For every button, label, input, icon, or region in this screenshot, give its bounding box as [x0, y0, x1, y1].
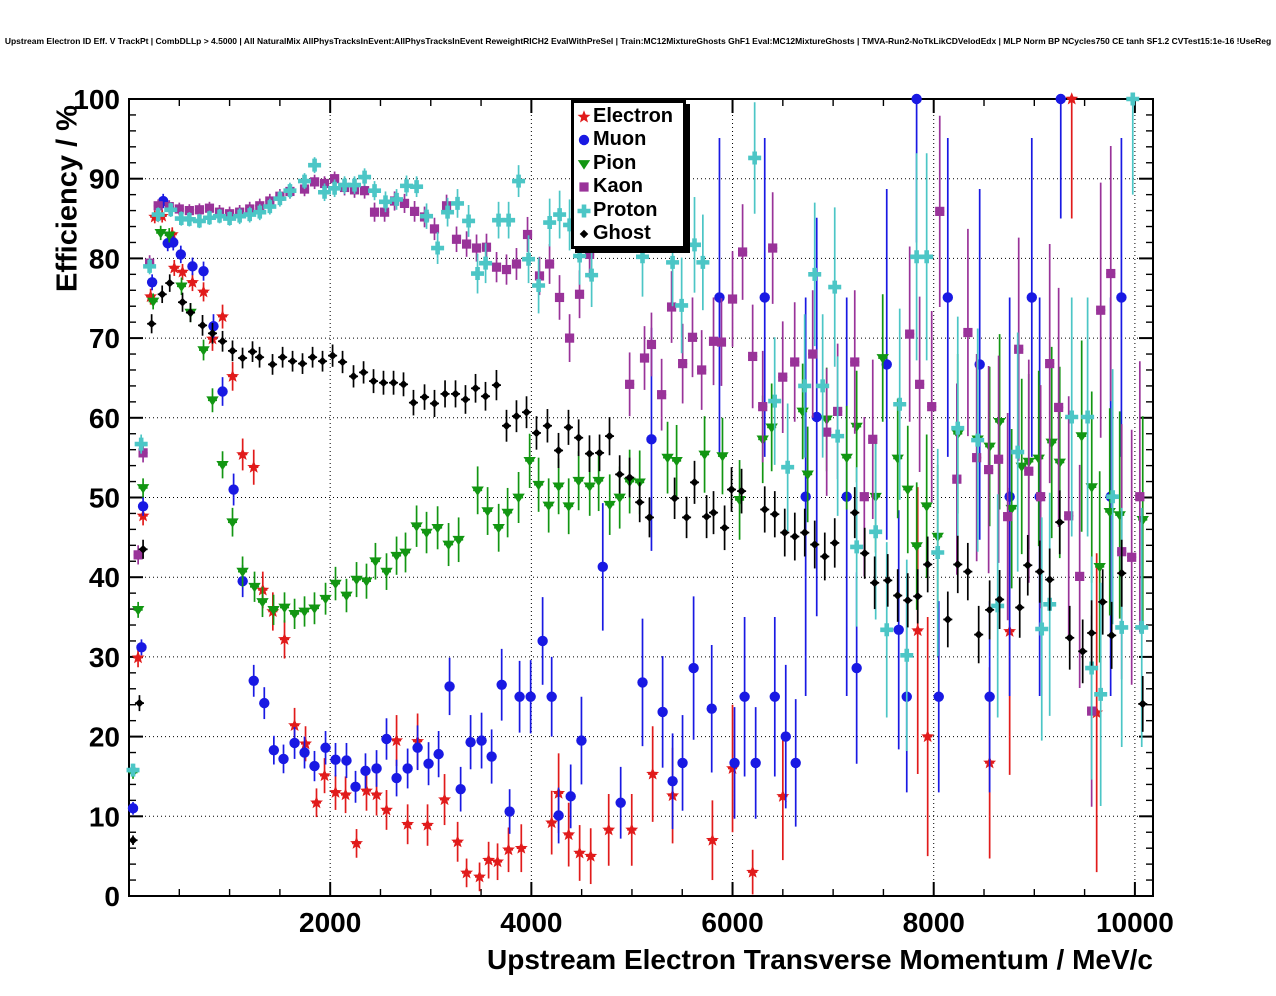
page-title: Upstream Electron ID Eff. V TrackPt | Co… [4, 36, 1272, 46]
legend-item-pion: Pion [577, 151, 683, 174]
svg-text:4000: 4000 [500, 907, 562, 938]
svg-text:8000: 8000 [903, 907, 965, 938]
svg-text:60: 60 [89, 403, 120, 434]
svg-text:70: 70 [89, 323, 120, 354]
legend-item-electron: Electron [577, 104, 683, 127]
legend-item-proton: Proton [577, 198, 683, 221]
svg-text:40: 40 [89, 562, 120, 593]
legend-label: Muon [593, 128, 647, 151]
legend-label: Kaon [593, 175, 643, 198]
svg-text:80: 80 [89, 243, 120, 274]
svg-text:10: 10 [89, 801, 120, 832]
x-axis-title: Upstream Electron Transverse Momentum / … [487, 944, 1153, 975]
svg-text:100: 100 [73, 84, 120, 115]
svg-text:6000: 6000 [701, 907, 763, 938]
svg-text:30: 30 [89, 642, 120, 673]
legend-box: Electron Muon Pion Kaon Proton Ghost [571, 100, 686, 249]
svg-text:10000: 10000 [1096, 907, 1174, 938]
legend-item-muon: Muon [577, 128, 683, 151]
svg-text:50: 50 [89, 483, 120, 514]
svg-text:20: 20 [89, 722, 120, 753]
legend-label: Proton [593, 198, 658, 221]
legend-label: Electron [593, 104, 674, 127]
ghost-marker-icon [579, 229, 589, 239]
y-axis-title: Efficiency / % [51, 105, 84, 292]
svg-text:0: 0 [104, 881, 120, 912]
legend-item-ghost: Ghost [577, 222, 683, 245]
svg-text:2000: 2000 [299, 907, 361, 938]
kaon-marker-icon [579, 182, 589, 192]
muon-marker-icon [578, 135, 590, 146]
pion-marker-icon [577, 159, 591, 170]
legend-label: Pion [593, 151, 637, 174]
legend-label: Ghost [593, 222, 651, 245]
svg-text:90: 90 [89, 164, 120, 195]
legend-item-kaon: Kaon [577, 175, 683, 198]
electron-marker-icon [577, 109, 591, 123]
proton-marker-icon [577, 204, 591, 218]
